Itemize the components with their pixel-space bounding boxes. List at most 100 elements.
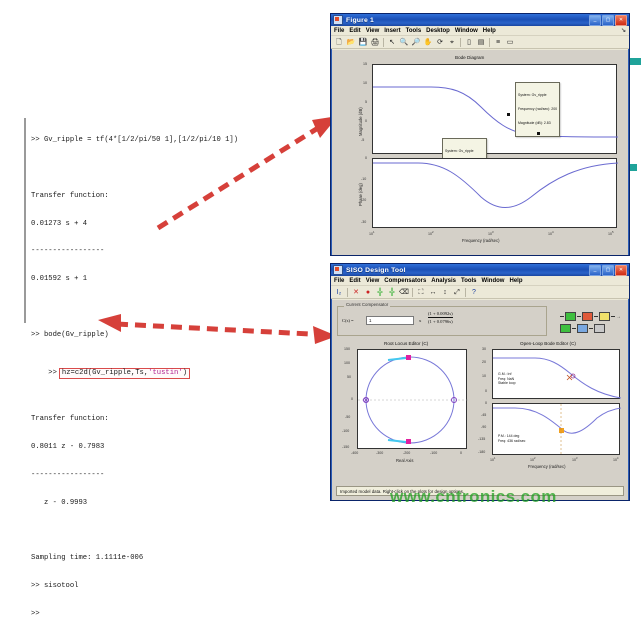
close-icon[interactable]: ✕: [615, 14, 627, 26]
figure-plot-canvas[interactable]: Bode Diagram 15 10 5 0 -5 Magnitude (dB)…: [332, 50, 628, 255]
menu-help[interactable]: Help: [509, 277, 523, 284]
phase-curve: [373, 162, 618, 208]
zoom-x-icon[interactable]: ↔: [429, 288, 437, 296]
siso-menubar[interactable]: File Edit View Compensators Analysis Too…: [331, 276, 629, 286]
site-watermark: www.cntronics.com: [390, 487, 557, 506]
menu-analysis[interactable]: Analysis: [431, 277, 456, 284]
maximize-icon[interactable]: ▢: [602, 14, 614, 26]
menu-tools[interactable]: Tools: [405, 27, 422, 34]
zoom-box-icon[interactable]: ⛶: [418, 288, 424, 296]
console-blank-line: [31, 303, 214, 312]
minimize-icon[interactable]: _: [589, 264, 601, 276]
menu-window[interactable]: Window: [481, 277, 505, 284]
command-string-literal: 'tustin': [148, 368, 183, 377]
figure-toolbar[interactable]: 🗋 📂 💾 🖨 ↖ 🔍 🔎 ✋ ⟳ ⌖ ▯ ▤ ≡ ▭: [331, 36, 629, 49]
matlab-siso-icon: [333, 265, 343, 275]
legend-icon[interactable]: ▤: [477, 38, 485, 46]
diagram-wire: [560, 316, 564, 317]
siso-window-buttons[interactable]: _ ▢ ✕: [589, 264, 627, 276]
rl-y-tick: 100: [344, 361, 350, 365]
menu-compensators[interactable]: Compensators: [384, 277, 427, 284]
console-divider-line: -----------------: [31, 247, 105, 256]
menu-edit[interactable]: Edit: [349, 277, 361, 284]
siso-title: SISO Design Tool: [346, 266, 406, 274]
figure-titlebar[interactable]: Figure 1 _ ▢ ✕: [331, 14, 629, 26]
bode-editor-phase-axes[interactable]: [492, 403, 621, 456]
menu-view[interactable]: View: [365, 277, 380, 284]
menu-help[interactable]: Help: [482, 27, 496, 34]
fraction-bar: [428, 317, 453, 318]
open-folder-icon[interactable]: 📂: [346, 38, 356, 46]
print-icon[interactable]: 🖨: [370, 38, 380, 46]
menu-view[interactable]: View: [365, 27, 380, 34]
add-zero-icon[interactable]: ✕: [353, 288, 359, 296]
menubar-expand-icon[interactable]: ↘: [620, 28, 626, 34]
rl-x-tick: 0: [460, 451, 462, 455]
root-locus-title: Root Locus Editor (C): [384, 341, 429, 346]
mag-tick: 15: [363, 62, 367, 66]
menu-window[interactable]: Window: [454, 27, 478, 34]
magnitude-axes[interactable]: [372, 64, 618, 154]
save-icon[interactable]: 💾: [358, 38, 368, 46]
siso-design-tool-window[interactable]: SISO Design Tool _ ▢ ✕ File Edit View Co…: [330, 263, 630, 501]
root-locus-x-label: Real Axis: [396, 458, 414, 463]
be-mag-tick: 20: [482, 360, 486, 364]
datatip-icon[interactable]: ⌖: [450, 38, 454, 46]
new-file-icon[interactable]: 🗋: [336, 38, 342, 46]
help-pointer-icon[interactable]: ?: [472, 288, 476, 296]
datatip-marker-200[interactable]: [507, 113, 510, 116]
erase-icon[interactable]: ⌫: [399, 288, 409, 296]
menu-desktop[interactable]: Desktop: [426, 27, 450, 34]
menu-tools[interactable]: Tools: [460, 277, 477, 284]
siso-body[interactable]: Current Compensator C(s) = 1 x (1 + 0.00…: [332, 300, 628, 500]
console-divider-line: -----------------: [31, 470, 105, 479]
rl-y-tick: 50: [347, 375, 351, 379]
freq-tick: 104: [548, 230, 554, 237]
figure-menubar[interactable]: File Edit View Insert Tools Desktop Wind…: [331, 26, 629, 36]
fit-icon[interactable]: ⤢: [454, 288, 460, 296]
freq-tick: 102: [428, 230, 434, 237]
colorbar-icon[interactable]: ▯: [467, 38, 471, 46]
compensator-gain-input[interactable]: 1: [366, 316, 414, 325]
feedback-block-diagram-lower: [560, 324, 605, 333]
add-real-pole-icon[interactable]: ╬: [389, 288, 395, 296]
phase-axes[interactable]: [372, 158, 618, 228]
matlab-command-window[interactable]: >> Gv_ripple = tf(4*[1/2/pi/50 1],[1/2/p…: [24, 118, 238, 618]
figure-window-buttons[interactable]: _ ▢ ✕: [589, 14, 627, 26]
bode-editor-title: Open-Loop Bode Editor (C): [520, 341, 576, 346]
diagram-block-blue: [577, 324, 588, 333]
feedback-block-diagram[interactable]: →: [560, 312, 621, 321]
zoom-out-icon[interactable]: 🔎: [411, 38, 421, 46]
zoom-y-icon[interactable]: ↕: [443, 288, 447, 296]
diagram-block-green: [565, 312, 576, 321]
datatip-200[interactable]: System: Gv_ripple Frequency (rad/sec): 2…: [515, 82, 561, 137]
pan-icon[interactable]: ✋: [423, 38, 433, 46]
root-locus-icon[interactable]: I₂: [336, 288, 342, 296]
figure-window[interactable]: Figure 1 _ ▢ ✕ File Edit View Insert Too…: [330, 13, 630, 256]
highlighted-command-box[interactable]: hz=c2d(Gv_ripple,Ts,'tustin'): [58, 367, 191, 379]
add-real-zero-icon[interactable]: ╬: [377, 288, 383, 296]
datatip-marker-418[interactable]: [537, 132, 540, 135]
menu-file[interactable]: File: [334, 277, 345, 284]
bode-editor-phase-curve: [493, 404, 621, 456]
siso-toolbar[interactable]: I₂ ✕ ● ╬ ╬ ⌫ ⛶ ↔ ↕ ⤢ ?: [331, 286, 629, 299]
command-text-end: ): [182, 368, 188, 377]
siso-titlebar[interactable]: SISO Design Tool _ ▢ ✕: [331, 264, 629, 276]
phase-tick: -20: [361, 198, 367, 202]
console-line-bode: >> bode(Gv_ripple): [31, 330, 109, 339]
hide-plot-tools-icon[interactable]: ≡: [495, 38, 501, 46]
menu-insert[interactable]: Insert: [384, 27, 401, 34]
root-locus-axes[interactable]: [357, 349, 468, 449]
toolbar-separator: [383, 37, 384, 47]
rotate-3d-icon[interactable]: ⟳: [437, 38, 443, 46]
menu-edit[interactable]: Edit: [349, 27, 361, 34]
pointer-icon[interactable]: ↖: [389, 38, 395, 46]
maximize-icon[interactable]: ▢: [602, 264, 614, 276]
zoom-in-icon[interactable]: 🔍: [399, 38, 409, 46]
show-plot-tools-icon[interactable]: ▭: [506, 38, 514, 46]
add-pole-icon[interactable]: ●: [365, 288, 371, 296]
minimize-icon[interactable]: _: [589, 14, 601, 26]
menu-file[interactable]: File: [334, 27, 345, 34]
close-icon[interactable]: ✕: [615, 264, 627, 276]
diagram-wire: [572, 328, 576, 329]
